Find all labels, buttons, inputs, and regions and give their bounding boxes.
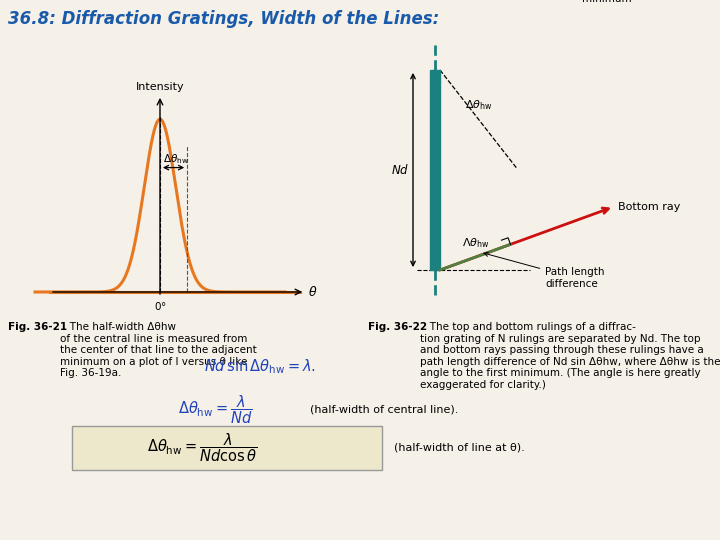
Bar: [72, 426, 382, 470]
Text: $\Delta\theta_{\mathrm{hw}} = \dfrac{\lambda}{Nd\cos\theta}$: $\Delta\theta_{\mathrm{hw}} = \dfrac{\la…: [147, 431, 257, 464]
Text: (half-width of central line).: (half-width of central line).: [310, 405, 459, 415]
Text: Fig. 36-21: Fig. 36-21: [8, 322, 67, 332]
Text: The top and bottom rulings of a diffrac-
tion grating of N rulings are separated: The top and bottom rulings of a diffrac-…: [420, 322, 720, 390]
Text: $\Delta\theta_{\mathrm{hw}}$: $\Delta\theta_{\mathrm{hw}}$: [163, 152, 189, 166]
Text: To first
minimum: To first minimum: [582, 0, 632, 4]
Text: Fig. 36-22: Fig. 36-22: [368, 322, 427, 332]
Text: $Nd\,\sin \Delta\theta_{\mathrm{hw}} = \lambda.$: $Nd\,\sin \Delta\theta_{\mathrm{hw}} = \…: [204, 357, 316, 376]
Text: $\Delta\theta_{\mathrm{hw}}$: $\Delta\theta_{\mathrm{hw}}$: [465, 98, 492, 112]
Text: Bottom ray: Bottom ray: [618, 202, 680, 212]
Bar: [430, 70, 440, 270]
Text: Intensity: Intensity: [135, 82, 184, 92]
Text: 36.8: Diffraction Gratings, Width of the Lines:: 36.8: Diffraction Gratings, Width of the…: [8, 10, 439, 28]
Text: The half-width Δθhw
of the central line is measured from
the center of that line: The half-width Δθhw of the central line …: [60, 322, 257, 379]
Text: $Nd$: $Nd$: [391, 163, 409, 177]
Text: $\Delta\theta_{\mathrm{hw}} = \dfrac{\lambda}{Nd}$: $\Delta\theta_{\mathrm{hw}} = \dfrac{\la…: [178, 394, 252, 426]
Text: (half-width of line at θ).: (half-width of line at θ).: [394, 443, 525, 453]
Text: $\Lambda\theta_{\mathrm{hw}}$: $\Lambda\theta_{\mathrm{hw}}$: [462, 236, 490, 250]
Text: Path length
difference: Path length difference: [484, 252, 605, 289]
Text: $\theta$: $\theta$: [308, 285, 318, 299]
Text: $0°$: $0°$: [153, 300, 166, 312]
